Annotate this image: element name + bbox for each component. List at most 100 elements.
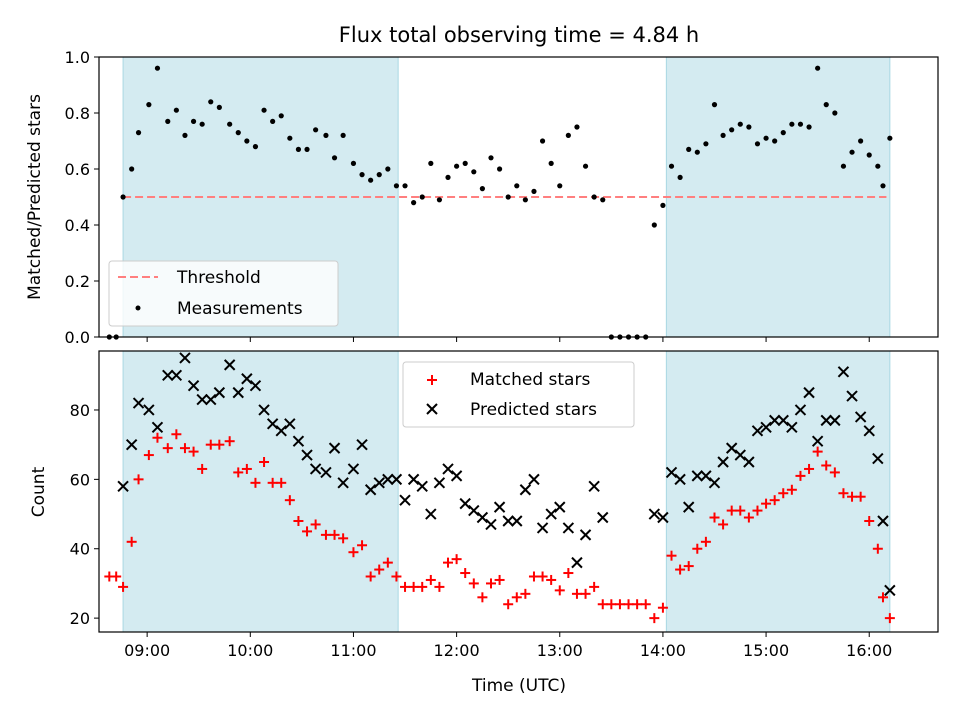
legend-threshold-label: Threshold — [176, 268, 261, 288]
matched-star-point — [864, 515, 875, 526]
measurement-point — [840, 163, 847, 169]
matched-star-point — [162, 443, 173, 454]
predicted-star-point — [511, 515, 523, 527]
x-tick-label: 12:00 — [434, 641, 480, 660]
predicted-star-point — [425, 508, 437, 520]
y-tick-label: 1.0 — [65, 48, 90, 67]
predicted-star-point — [151, 421, 164, 434]
predicted-star-point — [241, 373, 253, 385]
predicted-star-point — [382, 473, 394, 486]
measurement-point — [720, 132, 726, 138]
measurement-point — [686, 146, 692, 152]
measurement-point — [436, 197, 443, 203]
predicted-star-point — [468, 504, 480, 517]
predicted-star-point — [846, 390, 858, 402]
matched-star-point — [829, 467, 840, 478]
measurement-point — [244, 138, 250, 144]
matched-star-point — [224, 436, 235, 447]
measurement-point — [694, 149, 700, 155]
predicted-star-point — [232, 386, 244, 399]
predicted-star-point — [751, 425, 764, 437]
predicted-star-point — [528, 473, 540, 486]
predicted-star-point — [450, 470, 463, 482]
measurement-point — [887, 135, 893, 141]
measurement-point — [368, 177, 374, 183]
chart-title: Flux total observing time = 4.84 h — [339, 23, 699, 47]
measurement-point — [668, 163, 675, 169]
predicted-star-point — [777, 414, 789, 427]
matched-star-point — [329, 529, 340, 540]
measurement-point — [402, 183, 408, 189]
predicted-star-point — [588, 480, 600, 493]
matched-star-point — [884, 613, 895, 624]
predicted-star-point — [768, 414, 781, 427]
matched-star-point — [468, 578, 479, 589]
matched-star-point — [179, 443, 190, 454]
predicted-star-point — [536, 522, 549, 534]
matched-star-point — [400, 581, 411, 592]
matched-star-point — [197, 463, 208, 474]
matched-star-point — [537, 571, 548, 582]
measurement-point — [165, 118, 171, 124]
matched-star-point — [302, 526, 313, 537]
measurement-point — [548, 160, 554, 166]
predicted-star-point — [205, 393, 217, 406]
matched-star-point — [718, 519, 729, 530]
matched-star-point — [847, 491, 858, 502]
matched-star-point — [348, 547, 359, 558]
predicted-star-point — [364, 484, 377, 496]
predicted-star-point — [597, 511, 609, 524]
measurement-point — [703, 141, 709, 147]
measurement-point — [235, 130, 241, 136]
x-tick-label: 15:00 — [743, 641, 789, 660]
matched-star-point — [259, 457, 270, 468]
matched-star-point — [425, 574, 436, 585]
measurement-point — [479, 186, 485, 192]
matched-star-point — [683, 561, 694, 572]
matched-star-point — [761, 498, 772, 509]
matched-star-point — [872, 543, 883, 554]
matched-star-point — [743, 512, 754, 523]
predicted-star-point — [717, 456, 729, 468]
matched-star-point — [133, 474, 144, 485]
matched-star-point — [267, 477, 278, 488]
predicted-star-point — [196, 393, 208, 406]
y-tick-label: 40 — [70, 540, 90, 559]
matched-star-point — [511, 592, 522, 603]
matched-star-point — [477, 592, 488, 603]
predicted-star-point — [373, 477, 385, 489]
matched-star-point — [657, 602, 668, 613]
predicted-star-point — [266, 418, 279, 430]
predicted-star-point — [571, 556, 583, 569]
measurement-point — [660, 202, 666, 208]
x-tick-label: 14:00 — [640, 641, 686, 660]
measurement-point — [522, 197, 528, 203]
matched-star-point — [692, 543, 703, 554]
predicted-star-point — [399, 494, 411, 506]
measurement-point — [428, 160, 434, 166]
matched-star-point — [338, 533, 349, 544]
measurement-point — [135, 130, 142, 136]
matched-star-point — [408, 581, 419, 592]
top-plot-frame — [98, 56, 939, 338]
legend-matched-swatch — [427, 375, 437, 385]
predicted-star-point — [258, 404, 270, 416]
predicted-star-point — [811, 435, 824, 447]
predicted-star-point — [459, 497, 471, 510]
bottom-legend-box — [402, 361, 635, 428]
measurement-point — [531, 188, 537, 194]
matched-star-point — [451, 554, 462, 565]
predicted-star-point — [125, 438, 138, 451]
predicted-star-point — [854, 411, 867, 423]
measurement-point — [823, 102, 829, 108]
matched-star-point — [205, 439, 216, 450]
matched-star-point — [769, 495, 780, 506]
predicted-star-point — [433, 477, 446, 489]
bottom-legend: Matched stars Predicted stars — [402, 361, 635, 428]
measurement-point — [295, 146, 302, 152]
predicted-star-point — [275, 425, 287, 437]
measurement-point — [591, 194, 597, 200]
matched-star-point — [520, 588, 531, 599]
matched-star-point — [250, 477, 261, 488]
predicted-star-point — [691, 470, 704, 482]
